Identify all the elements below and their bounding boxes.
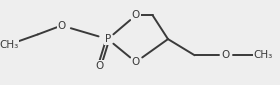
Text: CH₃: CH₃ <box>0 40 18 50</box>
Text: O: O <box>132 57 140 67</box>
Text: O: O <box>221 50 230 60</box>
Text: O: O <box>57 20 66 31</box>
Text: P: P <box>105 34 111 44</box>
Text: O: O <box>95 61 104 71</box>
Text: CH₃: CH₃ <box>254 50 273 60</box>
Text: O: O <box>132 10 140 20</box>
